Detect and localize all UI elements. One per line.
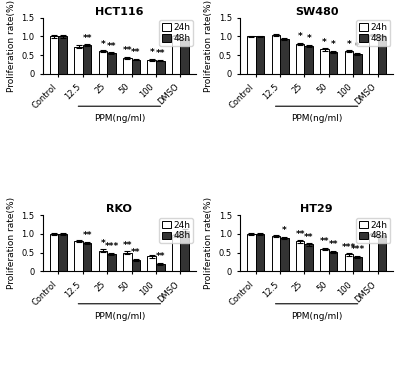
Bar <box>107 53 116 74</box>
Text: *: * <box>149 48 154 57</box>
Bar <box>378 236 386 271</box>
Bar <box>345 51 353 74</box>
Legend: 24h, 48h: 24h, 48h <box>159 20 193 46</box>
Bar <box>58 36 67 74</box>
Bar <box>107 254 116 271</box>
Text: **: ** <box>156 50 165 58</box>
Text: *: * <box>282 226 287 235</box>
Bar <box>280 39 288 74</box>
Text: **: ** <box>320 237 329 246</box>
Bar <box>74 47 83 74</box>
Y-axis label: Proliferation rate(%): Proliferation rate(%) <box>7 197 16 290</box>
Bar <box>296 44 304 74</box>
Bar <box>369 35 378 74</box>
Text: **: ** <box>296 230 305 239</box>
Bar <box>156 61 164 74</box>
Text: PPM(ng/ml): PPM(ng/ml) <box>94 311 145 321</box>
Bar <box>353 54 362 74</box>
Text: ***: *** <box>104 243 118 252</box>
Bar <box>148 60 156 74</box>
Bar <box>256 234 264 271</box>
Y-axis label: Proliferation rate(%): Proliferation rate(%) <box>204 0 213 92</box>
Bar <box>378 36 386 74</box>
Bar <box>369 234 378 271</box>
Text: *: * <box>298 32 302 41</box>
Text: **: ** <box>122 46 132 55</box>
Text: PPM(ng/ml): PPM(ng/ml) <box>94 114 145 123</box>
Text: *: * <box>322 38 327 47</box>
Bar <box>132 60 140 74</box>
Title: HT29: HT29 <box>300 205 333 215</box>
Text: *: * <box>346 40 351 49</box>
Bar <box>296 242 304 271</box>
Bar <box>148 257 156 271</box>
Text: ***: *** <box>350 245 364 255</box>
Text: **: ** <box>82 231 92 240</box>
Bar <box>180 39 189 74</box>
Text: **: ** <box>122 241 132 250</box>
Text: **: ** <box>304 233 314 242</box>
Bar <box>156 264 164 271</box>
Text: PPM(ng/ml): PPM(ng/ml) <box>291 114 342 123</box>
Text: **: ** <box>131 248 141 257</box>
Text: *: * <box>100 40 105 49</box>
Bar <box>50 36 58 74</box>
Text: **: ** <box>156 252 165 261</box>
Text: *: * <box>100 239 105 248</box>
Bar <box>256 36 264 74</box>
Bar <box>74 241 83 271</box>
Text: *: * <box>355 42 360 51</box>
Bar <box>345 255 353 271</box>
Title: SW480: SW480 <box>295 7 338 17</box>
Bar <box>320 249 329 271</box>
Text: *: * <box>306 35 311 43</box>
Bar <box>304 244 313 271</box>
Bar <box>99 251 107 271</box>
Bar <box>247 36 256 74</box>
Bar <box>50 234 58 271</box>
Y-axis label: Proliferation rate(%): Proliferation rate(%) <box>204 197 213 290</box>
Text: **: ** <box>131 48 141 57</box>
Bar <box>320 50 329 74</box>
Bar <box>180 231 189 271</box>
Text: **: ** <box>107 41 116 51</box>
Bar <box>280 238 288 271</box>
Bar <box>83 45 91 74</box>
Bar <box>272 236 280 271</box>
Bar <box>272 35 280 74</box>
Title: HCT116: HCT116 <box>95 7 144 17</box>
Bar <box>247 234 256 271</box>
Bar <box>99 51 107 74</box>
Title: RKO: RKO <box>106 205 132 215</box>
Bar <box>172 36 180 74</box>
Bar <box>123 253 132 271</box>
Bar <box>353 257 362 271</box>
Bar <box>83 243 91 271</box>
Y-axis label: Proliferation rate(%): Proliferation rate(%) <box>7 0 16 92</box>
Legend: 24h, 48h: 24h, 48h <box>356 218 390 243</box>
Bar <box>304 46 313 74</box>
Bar <box>329 52 337 74</box>
Text: **: ** <box>328 240 338 249</box>
Text: **: ** <box>82 34 92 43</box>
Text: PPM(ng/ml): PPM(ng/ml) <box>291 311 342 321</box>
Legend: 24h, 48h: 24h, 48h <box>159 218 193 243</box>
Legend: 24h, 48h: 24h, 48h <box>356 20 390 46</box>
Bar <box>329 252 337 271</box>
Text: ***: *** <box>342 243 356 252</box>
Text: *: * <box>331 40 336 50</box>
Bar <box>172 235 180 271</box>
Bar <box>132 260 140 271</box>
Bar <box>123 58 132 74</box>
Bar <box>58 234 67 271</box>
